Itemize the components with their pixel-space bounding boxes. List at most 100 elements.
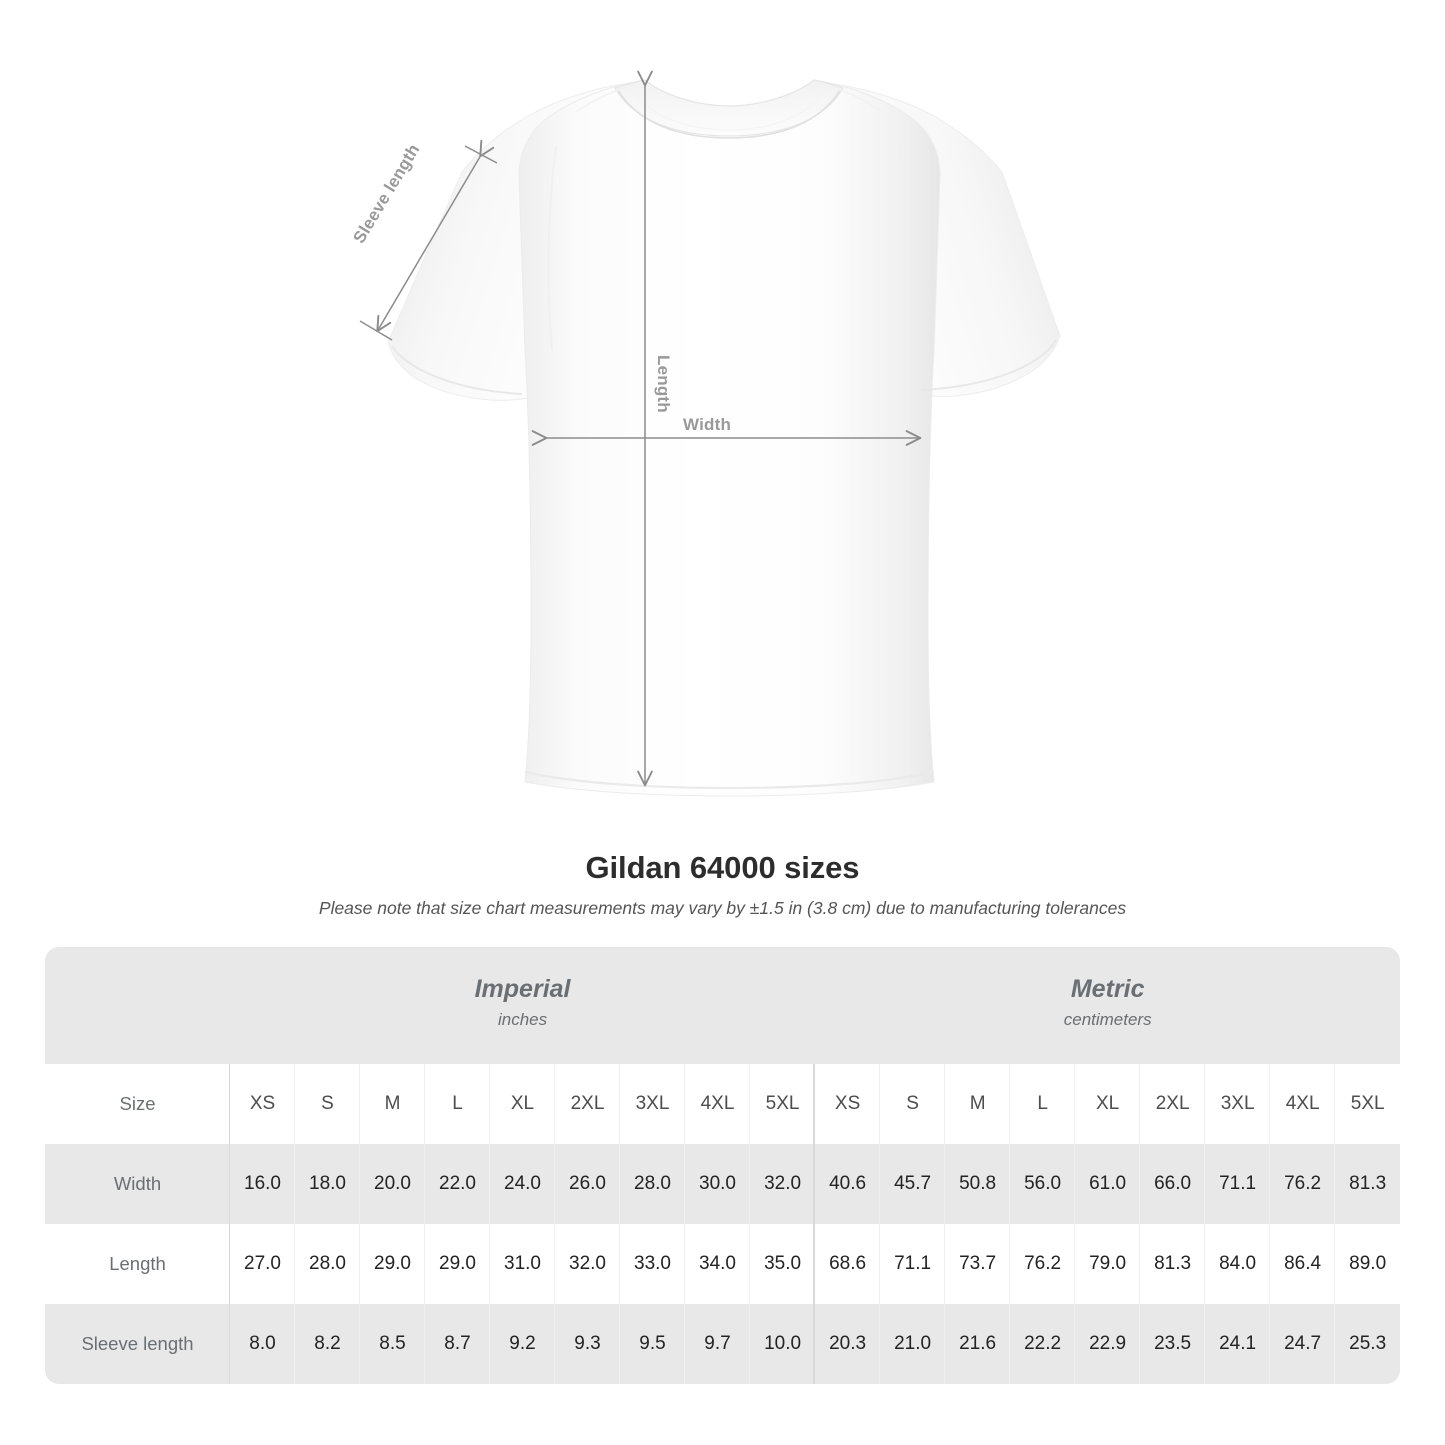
cell-sleeve-metric-xs: 20.3 (815, 1304, 881, 1384)
size-header-imperial-5xl: 5XL (750, 1064, 816, 1144)
cell-length-imperial-2xl: 32.0 (555, 1224, 620, 1304)
size-header-row: Size XS S M L XL 2XL 3XL 4XL 5XL XS S M … (45, 1064, 1401, 1144)
cell-length-imperial-s: 28.0 (295, 1224, 360, 1304)
size-header-metric-5xl: 5XL (1335, 1064, 1401, 1144)
cell-width-metric-4xl: 76.2 (1270, 1144, 1336, 1224)
cell-width-metric-5xl: 81.3 (1335, 1144, 1401, 1224)
cell-width-imperial-3xl: 28.0 (620, 1144, 685, 1224)
cell-length-metric-xl: 79.0 (1075, 1224, 1141, 1304)
cell-sleeve-metric-2xl: 23.5 (1140, 1304, 1206, 1384)
cell-length-metric-2xl: 81.3 (1140, 1224, 1206, 1304)
cell-sleeve-metric-m: 21.6 (945, 1304, 1011, 1384)
sleeve-tick-bottom (359, 320, 393, 341)
size-header-imperial-s: S (295, 1064, 360, 1144)
row-label-width: Width (45, 1144, 230, 1224)
size-header-metric-s: S (880, 1064, 946, 1144)
collar-band (614, 79, 844, 137)
cell-sleeve-imperial-l: 8.7 (425, 1304, 490, 1384)
cell-width-metric-3xl: 71.1 (1205, 1144, 1271, 1224)
cell-length-metric-4xl: 86.4 (1270, 1224, 1336, 1304)
size-header-metric-xl: XL (1075, 1064, 1141, 1144)
cell-length-metric-3xl: 84.0 (1205, 1224, 1271, 1304)
cell-length-metric-5xl: 89.0 (1335, 1224, 1401, 1304)
tshirt-illustration (359, 70, 1061, 797)
cell-sleeve-imperial-3xl: 9.5 (620, 1304, 685, 1384)
tolerance-note: Please note that size chart measurements… (318, 898, 1127, 918)
size-header-imperial-4xl: 4XL (685, 1064, 750, 1144)
cell-width-metric-2xl: 66.0 (1140, 1144, 1206, 1224)
left-armhole-seam (547, 145, 557, 351)
cell-sleeve-metric-5xl: 25.3 (1335, 1304, 1401, 1384)
cell-sleeve-metric-l: 22.2 (1010, 1304, 1076, 1384)
unit-imperial-sub: inches (497, 1010, 548, 1030)
cell-width-imperial-2xl: 26.0 (555, 1144, 620, 1224)
cell-sleeve-imperial-xl: 9.2 (490, 1304, 555, 1384)
sleeve-length-arrow (376, 139, 495, 333)
unit-imperial-name: Imperial (474, 974, 571, 1003)
cell-length-imperial-l: 29.0 (425, 1224, 490, 1304)
right-sleeve-shape (816, 81, 1061, 397)
cell-length-imperial-3xl: 33.0 (620, 1224, 685, 1304)
left-sleeve-hem (391, 345, 523, 395)
size-header-metric-xs: XS (815, 1064, 881, 1144)
cell-sleeve-metric-4xl: 24.7 (1270, 1304, 1336, 1384)
table-row: Sleeve length 8.0 8.2 8.5 8.7 9.2 9.3 9.… (45, 1304, 1401, 1384)
right-sleeve-hem (921, 339, 1057, 391)
cell-length-metric-m: 73.7 (945, 1224, 1011, 1304)
tshirt-diagram: Sleeve length Length Width (349, 70, 1061, 797)
cell-length-metric-xs: 68.6 (815, 1224, 881, 1304)
cell-length-imperial-5xl: 35.0 (750, 1224, 816, 1304)
cell-sleeve-imperial-xs: 8.0 (230, 1304, 295, 1384)
cell-sleeve-imperial-4xl: 9.7 (685, 1304, 750, 1384)
cell-width-imperial-xl: 24.0 (490, 1144, 555, 1224)
row-label-sleeve-length: Sleeve length (45, 1304, 230, 1384)
header-size-label: Size (45, 1064, 230, 1144)
cell-sleeve-imperial-2xl: 9.3 (555, 1304, 620, 1384)
cell-width-metric-s: 45.7 (880, 1144, 946, 1224)
size-header-metric-l: L (1010, 1064, 1076, 1144)
size-header-metric-m: M (945, 1064, 1011, 1144)
cell-width-imperial-4xl: 30.0 (685, 1144, 750, 1224)
size-header-imperial-2xl: 2XL (555, 1064, 620, 1144)
cell-width-imperial-xs: 16.0 (230, 1144, 295, 1224)
size-header-metric-4xl: 4XL (1270, 1064, 1336, 1144)
cell-sleeve-imperial-m: 8.5 (360, 1304, 425, 1384)
cell-length-metric-s: 71.1 (880, 1224, 946, 1304)
size-header-imperial-3xl: 3XL (620, 1064, 685, 1144)
page-title: Gildan 64000 sizes (585, 850, 860, 885)
cell-width-metric-l: 56.0 (1010, 1144, 1076, 1224)
cell-width-imperial-l: 22.0 (425, 1144, 490, 1224)
unit-banner-row: Imperial inches Metric centimeters (45, 947, 1401, 1064)
length-label: Length (654, 355, 673, 413)
cell-sleeve-imperial-s: 8.2 (295, 1304, 360, 1384)
sleeve-tick-top (464, 145, 498, 164)
cell-width-imperial-s: 18.0 (295, 1144, 360, 1224)
cell-length-metric-l: 76.2 (1010, 1224, 1076, 1304)
cell-width-imperial-m: 20.0 (360, 1144, 425, 1224)
cell-width-imperial-5xl: 32.0 (750, 1144, 816, 1224)
hem-line (524, 770, 935, 790)
size-header-imperial-xl: XL (490, 1064, 555, 1144)
cell-length-imperial-xs: 27.0 (230, 1224, 295, 1304)
size-header-imperial-m: M (360, 1064, 425, 1144)
cell-sleeve-metric-xl: 22.9 (1075, 1304, 1141, 1384)
right-shoulder-seam (814, 81, 884, 113)
cell-width-metric-m: 50.8 (945, 1144, 1011, 1224)
cell-sleeve-imperial-5xl: 10.0 (750, 1304, 816, 1384)
unit-metric-sub: centimeters (1063, 1010, 1152, 1030)
cell-length-imperial-m: 29.0 (360, 1224, 425, 1304)
right-armhole-seam (899, 145, 909, 351)
cell-length-imperial-4xl: 34.0 (685, 1224, 750, 1304)
cell-sleeve-metric-s: 21.0 (880, 1304, 946, 1384)
table-row: Length 27.0 28.0 29.0 29.0 31.0 32.0 33.… (45, 1224, 1401, 1304)
row-label-length: Length (45, 1224, 230, 1304)
width-label: Width (683, 415, 732, 434)
unit-banner-spacer (45, 947, 230, 1064)
size-header-imperial-l: L (425, 1064, 490, 1144)
cell-sleeve-metric-3xl: 24.1 (1205, 1304, 1271, 1384)
size-header-metric-3xl: 3XL (1205, 1064, 1271, 1144)
size-chart-table: Imperial inches Metric centimeters Size … (45, 947, 1401, 1384)
cell-width-metric-xl: 61.0 (1075, 1144, 1141, 1224)
unit-group-imperial: Imperial inches (230, 947, 816, 1064)
unit-metric-name: Metric (1070, 974, 1145, 1003)
